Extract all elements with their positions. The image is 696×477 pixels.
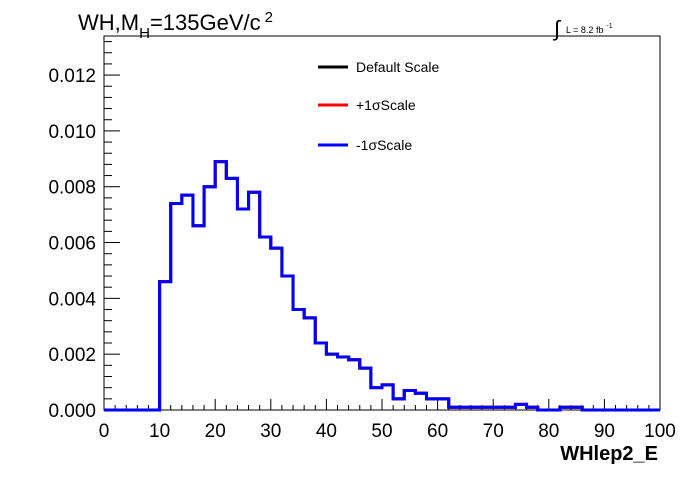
x-tick-label: 30 bbox=[260, 421, 281, 442]
x-tick-label: 40 bbox=[316, 421, 337, 442]
y-tick-label: 0.012 bbox=[48, 66, 96, 87]
y-tick-label: 0.010 bbox=[48, 122, 96, 143]
y-tick-label: 0.002 bbox=[48, 345, 96, 366]
legend: Default Scale +1σScale -1σScale bbox=[318, 59, 439, 153]
integral-symbol: ∫ bbox=[552, 16, 562, 41]
x-tick-label: 100 bbox=[644, 421, 676, 442]
x-tick-label: 10 bbox=[149, 421, 170, 442]
legend-label: Default Scale bbox=[356, 59, 439, 75]
x-tick-label: 0 bbox=[99, 421, 110, 442]
y-tick-label: 0.004 bbox=[48, 289, 96, 310]
y-tick-label: 0.008 bbox=[48, 178, 96, 199]
axes: 0 10 20 30 40 50 60 70 80 90 100 0.000 0.002 0.004 0.0… bbox=[48, 41, 676, 442]
x-tick-label: 20 bbox=[205, 421, 226, 442]
x-tick-label: 70 bbox=[483, 421, 504, 442]
legend-label: +1σScale bbox=[356, 97, 416, 113]
y-tick-label: 0.006 bbox=[48, 234, 96, 255]
luminosity-annotation: ∫ L = 8.2 fb -1 bbox=[552, 16, 613, 41]
x-tick-label: 60 bbox=[427, 421, 448, 442]
x-axis-title: WHlep2_E bbox=[560, 443, 658, 465]
y-tick-label: 0.000 bbox=[48, 401, 96, 422]
x-tick-label: 90 bbox=[594, 421, 615, 442]
chart-title: WH,MH=135GeV/c 2 bbox=[78, 9, 273, 42]
series-line bbox=[104, 160, 660, 412]
luminosity-text: L = 8.2 fb -1 bbox=[566, 23, 613, 35]
legend-label: -1σScale bbox=[356, 137, 412, 153]
x-tick-label: 80 bbox=[538, 421, 559, 442]
x-tick-label: 50 bbox=[371, 421, 392, 442]
series-group bbox=[104, 160, 660, 412]
